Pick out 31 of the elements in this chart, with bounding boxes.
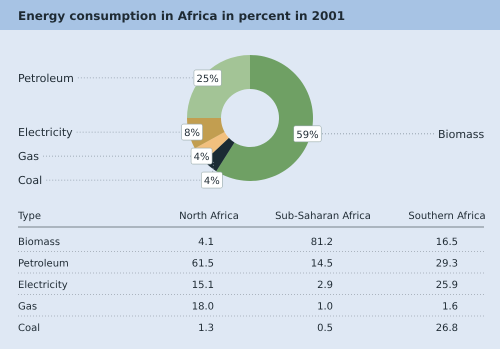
- data-label: 4%: [194, 152, 210, 164]
- slice-label: Biomass: [438, 128, 485, 141]
- y-tick-label: Gas: [18, 302, 38, 312]
- data-label: 61.5: [192, 258, 214, 270]
- data-label: 0.5: [317, 323, 333, 334]
- data-label: 1.3: [198, 323, 214, 334]
- y-tick-label: Electricity: [18, 280, 68, 291]
- data-label: 8%: [184, 128, 200, 140]
- chart-title: Energy consumption in Africa in percent in 2001: [18, 9, 346, 23]
- data-label: 29.3: [436, 258, 458, 270]
- data-label: 18.0: [192, 302, 214, 312]
- data-label: 4%: [204, 176, 220, 188]
- x-tick-label: North Africa: [179, 211, 239, 222]
- y-tick-label: Coal: [18, 323, 40, 334]
- x-tick-label: Sub-Saharan Africa: [275, 211, 371, 222]
- data-label: 2.9: [317, 280, 333, 291]
- data-label: 59%: [296, 130, 319, 141]
- data-label: 25.9: [436, 280, 458, 291]
- data-label: 25%: [196, 74, 219, 85]
- y-tick-label: Petroleum: [18, 258, 69, 270]
- y-axis-title: Type: [17, 211, 41, 222]
- y-tick-label: Biomass: [18, 237, 60, 248]
- data-label: 1.6: [442, 302, 458, 312]
- data-label: 1.0: [317, 302, 333, 312]
- data-label: 16.5: [436, 237, 458, 248]
- data-label: 26.8: [436, 323, 458, 334]
- x-tick-label: Southern Africa: [408, 211, 486, 222]
- data-label: 81.2: [310, 237, 333, 248]
- data-label: 14.5: [310, 258, 333, 270]
- data-label: 4.1: [198, 237, 214, 248]
- data-label: 15.1: [192, 280, 214, 291]
